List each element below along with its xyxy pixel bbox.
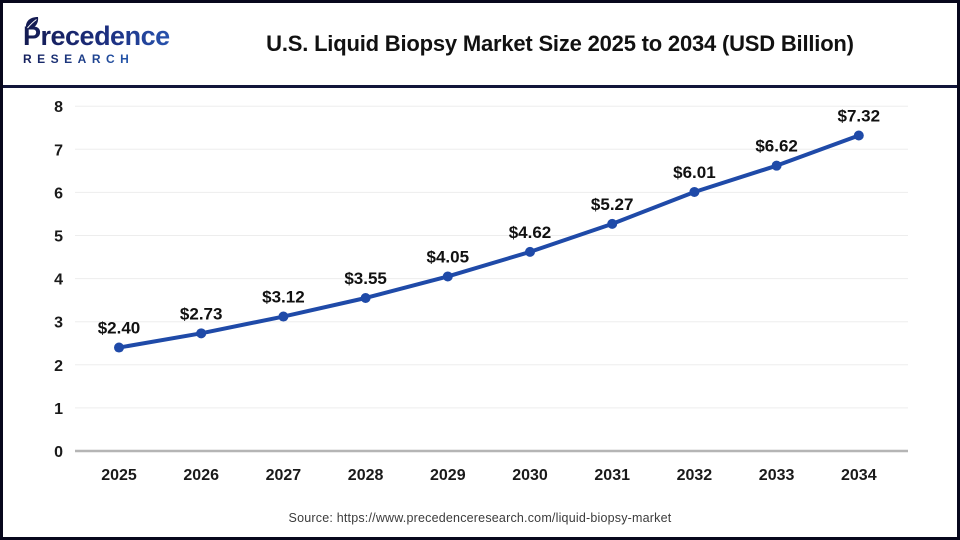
footer: Source: https://www.precedenceresearch.c… [3, 499, 957, 537]
data-point [360, 292, 371, 303]
chart-canvas: 0 1 2 3 4 5 6 7 8 $2.40 2025 $2.73 2026 $3.12 2027 $3.5… [54, 99, 908, 484]
data-point [196, 328, 207, 339]
data-point [607, 218, 618, 229]
header: Precedence RESEARCH U.S. Liquid Biopsy M… [3, 3, 957, 85]
x-tick-label: 2030 [512, 467, 548, 484]
data-point [853, 130, 864, 141]
data-label: $4.62 [509, 223, 552, 242]
y-tick-label: 2 [54, 358, 63, 375]
data-point [442, 271, 453, 282]
data-label: $7.32 [838, 107, 881, 126]
data-point [771, 160, 782, 171]
data-label: $6.62 [755, 137, 798, 156]
data-label: $4.05 [427, 247, 470, 266]
logo-subtitle: RESEARCH [23, 53, 213, 65]
chart-area: 0 1 2 3 4 5 6 7 8 $2.40 2025 $2.73 2026 $3.12 2027 $3.5… [3, 88, 957, 499]
leaf-icon [25, 17, 39, 30]
data-label: $6.01 [673, 163, 716, 182]
data-label: $3.55 [344, 269, 387, 288]
precedence-research-logo: Precedence RESEARCH [23, 17, 213, 65]
data-label: $2.73 [180, 304, 223, 323]
data-label: $5.27 [591, 195, 634, 214]
header-divider [3, 85, 957, 88]
x-tick-label: 2034 [841, 467, 877, 484]
page-title: U.S. Liquid Biopsy Market Size 2025 to 2… [266, 31, 854, 56]
y-tick-label: 3 [54, 315, 63, 332]
x-tick-label: 2033 [759, 467, 795, 484]
title-wrap: U.S. Liquid Biopsy Market Size 2025 to 2… [213, 31, 907, 57]
x-tick-label: 2026 [183, 467, 219, 484]
data-point [525, 246, 535, 257]
data-point [689, 186, 700, 197]
data-point [278, 311, 289, 322]
series-line [117, 133, 861, 350]
data-label: $2.40 [98, 319, 141, 338]
x-tick-label: 2027 [266, 467, 302, 484]
x-tick-label: 2028 [348, 467, 384, 484]
y-tick-label: 4 [54, 272, 63, 289]
logo-wordmark: Precedence [23, 23, 213, 50]
y-tick-label: 6 [54, 185, 63, 202]
x-tick-label: 2029 [430, 467, 466, 484]
y-tick-label: 1 [54, 401, 63, 418]
y-tick-label: 0 [54, 444, 63, 461]
y-tick-label: 8 [54, 99, 63, 116]
data-label: $3.12 [262, 288, 305, 307]
x-tick-label: 2031 [594, 467, 630, 484]
y-tick-label: 5 [54, 229, 63, 246]
data-point [114, 342, 124, 353]
x-tick-label: 2025 [101, 467, 137, 484]
y-tick-label: 7 [54, 142, 63, 159]
x-tick-label: 2032 [677, 467, 713, 484]
source-text: Source: https://www.precedenceresearch.c… [288, 511, 672, 525]
